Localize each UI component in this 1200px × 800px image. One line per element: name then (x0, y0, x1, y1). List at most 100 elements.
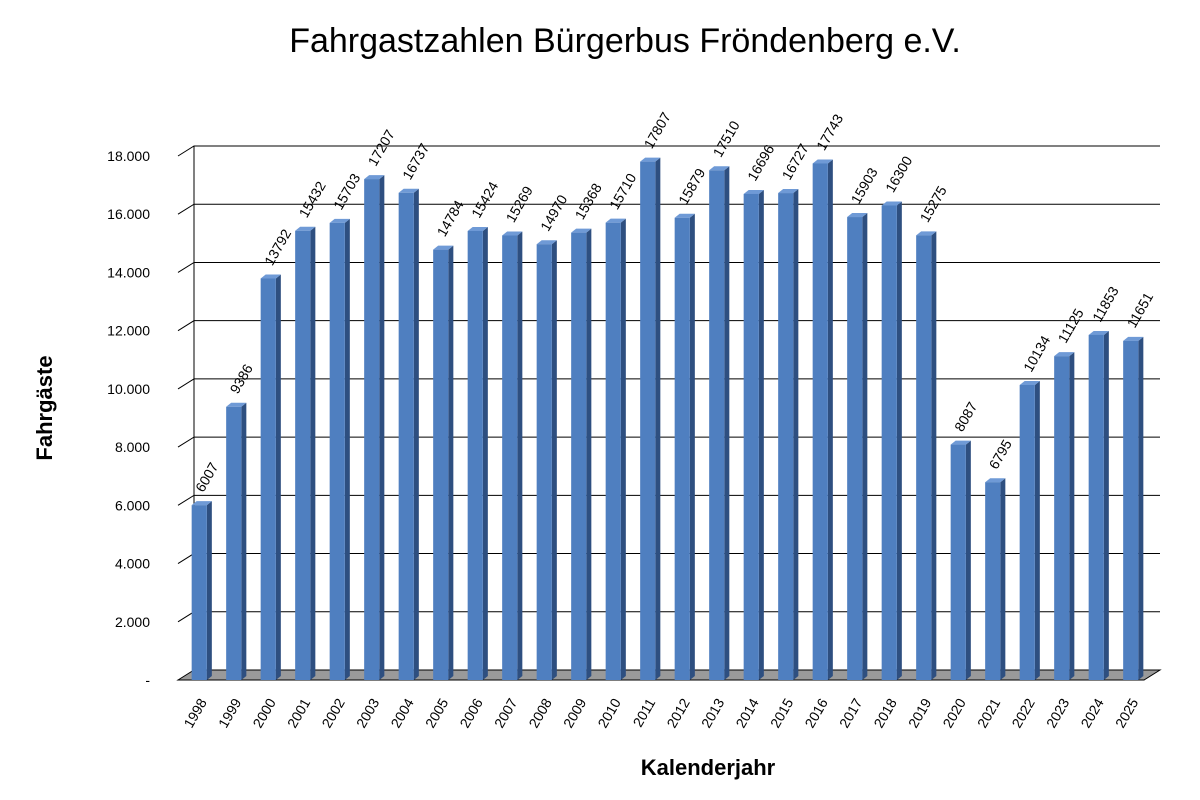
bar (467, 226, 488, 680)
bar (985, 478, 1006, 680)
x-tick-label: 2007 (491, 695, 521, 730)
bar (571, 228, 592, 681)
x-tick-label: 2017 (836, 695, 866, 730)
x-tick-label: 2021 (974, 695, 1004, 730)
y-tick-label: 2.000 (115, 614, 150, 630)
bar (916, 231, 937, 681)
x-tick-label: 1999 (215, 695, 245, 730)
data-label: 17807 (640, 109, 673, 151)
bar (364, 175, 385, 680)
x-tick-label: 2015 (767, 695, 797, 730)
x-tick-label: 2020 (939, 695, 969, 730)
bars (191, 157, 1144, 681)
data-label: 15432 (295, 178, 328, 220)
gridlines (177, 145, 1160, 670)
x-tick-label: 2005 (422, 695, 452, 730)
y-tick-label: 14.000 (107, 264, 150, 280)
bar (743, 189, 764, 681)
x-tick-label: 2023 (1043, 695, 1073, 730)
data-label: 6795 (985, 437, 1015, 472)
bar (778, 189, 799, 680)
x-axis-title: Kalenderjahr (641, 755, 776, 780)
bar (398, 188, 419, 680)
gridline (177, 378, 1160, 390)
data-label: 8087 (951, 399, 981, 434)
x-tick-label: 2008 (525, 695, 555, 730)
x-tick-label: 2024 (1077, 695, 1107, 730)
x-tick-label: 2012 (663, 695, 693, 730)
data-label: 6007 (192, 459, 222, 494)
bar (502, 231, 523, 680)
x-tick-label: 2022 (1008, 695, 1038, 730)
y-tick-label: 18.000 (107, 148, 150, 164)
bar (226, 402, 247, 680)
y-tick-label: 8.000 (115, 439, 150, 455)
x-tick-label: 2006 (456, 695, 486, 730)
data-label: 10134 (1020, 333, 1053, 375)
bar (1123, 336, 1144, 680)
bar (640, 157, 661, 681)
data-label: 15368 (571, 180, 604, 222)
data-label: 15879 (675, 165, 708, 207)
gridline (177, 261, 1160, 273)
bar (709, 166, 730, 680)
chart-title: Fahrgastzahlen Bürgerbus Fröndenberg e.V… (289, 22, 961, 60)
x-tick-label: 2000 (249, 695, 279, 730)
x-tick-label: 2014 (732, 695, 762, 730)
gridline (177, 611, 1160, 623)
y-tick-label: 4.000 (115, 556, 150, 572)
bar (605, 218, 626, 681)
bar (433, 245, 454, 680)
data-label: 16696 (744, 142, 777, 184)
x-tick-label: 2011 (629, 695, 658, 729)
bar (674, 213, 695, 680)
data-label: 15424 (468, 179, 501, 221)
gridline (177, 553, 1160, 564)
data-label: 11853 (1089, 283, 1122, 324)
bar (295, 226, 316, 681)
floor-top (176, 669, 1162, 681)
data-label: 16727 (778, 141, 811, 183)
x-tick-label: 2025 (1112, 695, 1142, 730)
bar (1088, 330, 1109, 680)
x-tick-label: 2019 (905, 695, 935, 730)
y-tick-label: 10.000 (107, 381, 150, 397)
data-label: 14970 (537, 192, 570, 234)
x-tick-label: 2013 (698, 695, 728, 730)
x-tick-label: 2010 (594, 695, 624, 730)
bar (847, 213, 868, 680)
data-label: 11125 (1054, 306, 1086, 346)
x-axis-ticks: 1998 1999 2000 2001 2002 2003 2004 2005 2006 2007… (180, 695, 1141, 730)
bar (1019, 380, 1040, 680)
data-label: 14784 (433, 197, 466, 239)
bar (812, 159, 833, 680)
bar (329, 218, 350, 680)
data-label: 17743 (813, 111, 846, 153)
gridline (177, 494, 1160, 506)
data-label: 16737 (399, 140, 432, 182)
bar (260, 274, 281, 680)
x-tick-label: 2018 (870, 695, 900, 730)
y-tick-label: 12.000 (107, 323, 150, 339)
data-label: 11651 (1123, 289, 1156, 330)
bar (191, 501, 212, 680)
data-label: 13792 (261, 226, 294, 268)
data-label: 15710 (606, 170, 639, 212)
x-tick-label: 2009 (560, 695, 590, 730)
y-tick-label: - (145, 672, 150, 688)
data-label: 17510 (709, 118, 742, 160)
y-tick-label: 6.000 (115, 497, 150, 513)
data-label: 17207 (364, 127, 397, 169)
chart-floor (176, 669, 1162, 681)
bar (536, 240, 557, 680)
gridline (177, 203, 1160, 215)
y-axis-ticks: - 2.000 4.000 6.000 8.000 10.000 12.000 14.000 1… (107, 148, 150, 688)
bar (1054, 352, 1075, 680)
gridline (177, 145, 1160, 157)
x-tick-label: 2001 (284, 695, 314, 730)
data-label: 15703 (330, 170, 363, 212)
y-axis-title: Fahrgäste (32, 355, 57, 460)
data-label: 16300 (882, 153, 915, 195)
x-tick-label: 2002 (318, 695, 348, 730)
